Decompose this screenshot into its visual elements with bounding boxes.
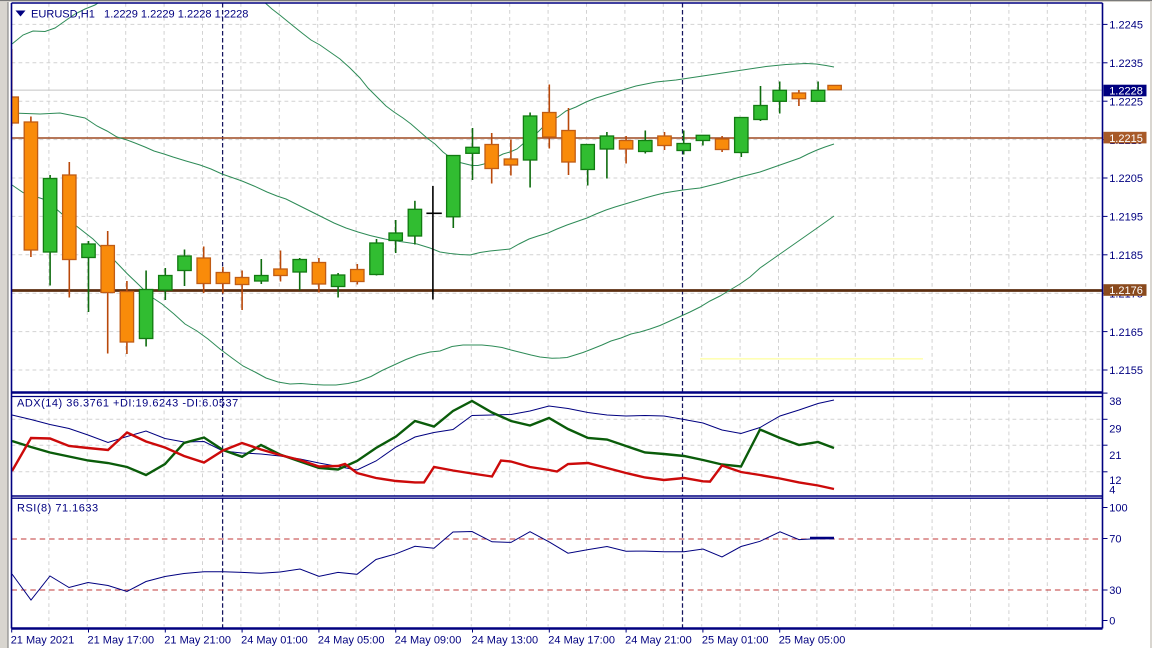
svg-text:21 May 17:00: 21 May 17:00 [88, 635, 155, 647]
svg-text:4: 4 [1109, 485, 1115, 497]
svg-text:1.2165: 1.2165 [1109, 327, 1143, 339]
svg-text:21 May 2021: 21 May 2021 [11, 635, 75, 647]
svg-text:25 May 05:00: 25 May 05:00 [779, 635, 846, 647]
svg-text:1.2228: 1.2228 [1109, 86, 1143, 98]
svg-text:1.2205: 1.2205 [1109, 173, 1143, 185]
svg-text:25 May 01:00: 25 May 01:00 [702, 635, 769, 647]
svg-text:ADX(14) 36.3761 +DI:19.6243 -D: ADX(14) 36.3761 +DI:19.6243 -DI:6.0537 [17, 398, 239, 410]
svg-text:100: 100 [1109, 503, 1127, 515]
svg-text:0: 0 [1109, 616, 1115, 628]
svg-text:1.2155: 1.2155 [1109, 365, 1143, 377]
svg-text:12: 12 [1109, 475, 1121, 487]
svg-text:24 May 13:00: 24 May 13:00 [472, 635, 539, 647]
svg-text:24 May 21:00: 24 May 21:00 [625, 635, 692, 647]
svg-text:30: 30 [1109, 585, 1121, 597]
svg-text:24 May 05:00: 24 May 05:00 [318, 635, 385, 647]
svg-text:1.2245: 1.2245 [1109, 20, 1143, 32]
svg-text:24 May 09:00: 24 May 09:00 [395, 635, 462, 647]
svg-text:RSI(8) 71.1633: RSI(8) 71.1633 [17, 503, 99, 515]
svg-text:1.2176: 1.2176 [1109, 285, 1143, 297]
svg-text:1.2235: 1.2235 [1109, 58, 1143, 70]
svg-text:EURUSD,H1 1.2229 1.2229 1.22: EURUSD,H1 1.2229 1.2229 1.2228 1.2228 [31, 9, 248, 21]
svg-text:1.2195: 1.2195 [1109, 212, 1143, 224]
svg-text:1.2225: 1.2225 [1109, 96, 1143, 108]
svg-text:1.2185: 1.2185 [1109, 250, 1143, 262]
svg-text:21 May 21:00: 21 May 21:00 [164, 635, 231, 647]
svg-text:24 May 01:00: 24 May 01:00 [241, 635, 308, 647]
svg-text:21: 21 [1109, 450, 1121, 462]
svg-text:1.2215: 1.2215 [1109, 133, 1143, 145]
svg-text:24 May 17:00: 24 May 17:00 [548, 635, 615, 647]
svg-text:70: 70 [1109, 534, 1121, 546]
svg-text:38: 38 [1109, 396, 1121, 408]
svg-text:29: 29 [1109, 424, 1121, 436]
